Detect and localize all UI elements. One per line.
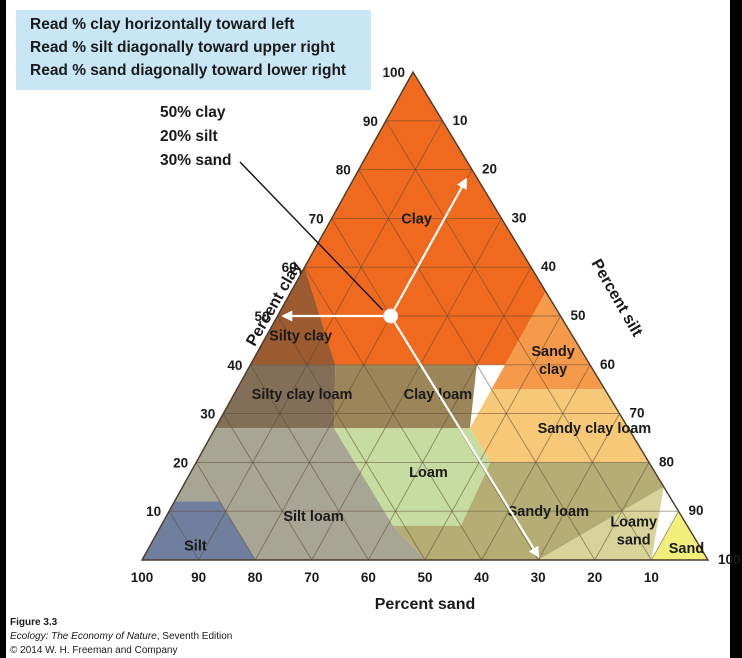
silt-axis-title: Percent silt [588, 256, 646, 340]
silt-tick-60: 60 [600, 357, 615, 372]
region-loamy-sand [538, 486, 664, 560]
region-sand [651, 511, 708, 560]
instruction-sand: Read % sand diagonally toward lower righ… [30, 62, 347, 79]
example-silt-text: 20% silt [160, 128, 218, 145]
sand-reading-arrow [389, 315, 540, 558]
silt-tick-100: 100 [718, 552, 741, 567]
silt-reading-arrow [389, 177, 468, 317]
region-silt-loam [174, 428, 425, 560]
clay-tick-80: 80 [336, 163, 351, 178]
example-leader-line [239, 161, 384, 311]
grid-line-sand-90 [168, 510, 199, 561]
grid-line-silt-10 [198, 120, 443, 561]
clay-tick-90: 90 [363, 114, 378, 129]
sand-tick-40: 40 [474, 570, 489, 585]
sand-tick-60: 60 [361, 570, 376, 585]
sand-tick-30: 30 [531, 570, 546, 585]
silt-tick-90: 90 [689, 503, 704, 518]
clay-tick-20: 20 [173, 455, 188, 470]
silt-tick-20: 20 [482, 162, 497, 177]
grid-line-sand-80 [195, 462, 256, 561]
region-label-silty-clay-loam: Silty clay loam [252, 387, 353, 403]
silt-tick-40: 40 [541, 259, 556, 274]
sand-tick-10: 10 [644, 570, 659, 585]
clay-tick-60: 60 [282, 260, 297, 275]
figure-number: Figure 3.3 [10, 617, 58, 628]
clay-tick-50: 50 [254, 309, 269, 324]
region-label-loamy-sand: Loamy sand [610, 515, 657, 549]
region-label-silty-clay: Silty clay [269, 329, 332, 345]
clay-tick-40: 40 [227, 358, 242, 373]
sand-tick-90: 90 [191, 570, 206, 585]
silt-tick-50: 50 [571, 308, 586, 323]
region-label-clay-loam: Clay loam [404, 387, 473, 403]
sand-axis-title: Percent sand [375, 596, 475, 613]
region-label-sandy-clay-loam: Sandy clay loam [538, 421, 652, 437]
sand-tick-70: 70 [304, 570, 319, 585]
silt-tick-30: 30 [512, 210, 527, 225]
grid-line-silt-80 [594, 462, 650, 561]
grid-line-sand-70 [222, 413, 313, 561]
grid-line-silt-60 [481, 364, 591, 561]
silt-tick-10: 10 [453, 113, 468, 128]
example-sand-text: 30% sand [160, 152, 232, 169]
region-label-clay: Clay [401, 211, 432, 227]
sand-tick-50: 50 [417, 570, 432, 585]
sand-tick-20: 20 [587, 570, 602, 585]
region-loam [334, 428, 491, 526]
book-edition: , Seventh Edition [156, 631, 233, 642]
instruction-silt: Read % silt diagonally toward upper righ… [30, 39, 335, 56]
figure-source: Ecology: The Economy of Nature, Seventh … [10, 631, 232, 642]
grid-line-sand-60 [250, 364, 369, 561]
region-sandy-clay-loam [469, 389, 649, 463]
region-label-loam: Loam [409, 465, 448, 481]
region-label-sandy-loam: Sandy loam [508, 504, 589, 520]
grid-line-silt-90 [651, 510, 679, 561]
reading-instructions-box: Read % clay horizontally toward left Rea… [16, 10, 371, 90]
silt-tick-70: 70 [630, 406, 645, 421]
region-label-silt-loam: Silt loam [283, 509, 343, 525]
grid-line-sand-10 [385, 120, 652, 561]
region-clay-loam [334, 364, 477, 429]
region-label-sand: Sand [669, 541, 704, 557]
example-clay-text: 50% clay [160, 104, 226, 121]
instruction-clay: Read % clay horizontally toward left [30, 16, 295, 33]
clay-tick-30: 30 [200, 407, 215, 422]
sand-tick-80: 80 [248, 570, 263, 585]
clay-tick-70: 70 [309, 211, 324, 226]
clay-tick-100: 100 [382, 65, 405, 80]
sand-tick-100: 100 [131, 570, 154, 585]
grid-line-silt-30 [311, 218, 502, 561]
book-title: Ecology: The Economy of Nature [10, 631, 157, 642]
grid-line-silt-70 [537, 413, 620, 561]
grid-line-silt-50 [424, 315, 561, 561]
triangle-outline [140, 70, 710, 561]
clay-tick-10: 10 [146, 504, 161, 519]
region-label-sandy-clay: Sandy clay [531, 344, 575, 378]
grid-line-sand-50 [277, 315, 426, 561]
silt-tick-80: 80 [659, 454, 674, 469]
figure-copyright: © 2014 W. H. Freeman and Company [10, 645, 178, 656]
example-point [383, 308, 399, 324]
region-label-silt: Silt [184, 538, 207, 554]
region-silt [142, 501, 256, 560]
region-silty-clay-loam [215, 364, 336, 429]
